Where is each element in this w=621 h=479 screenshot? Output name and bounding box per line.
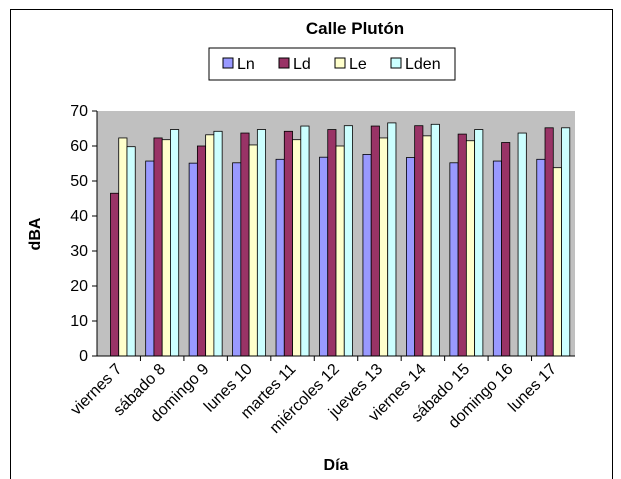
bar-ld-5 <box>327 129 337 357</box>
bar-ld-0 <box>110 192 120 357</box>
y-ticks: 0 10 20 30 40 50 60 70 <box>70 103 97 365</box>
bar-le-5 <box>335 145 345 357</box>
y-tick-label: 10 <box>70 313 88 330</box>
bar-lden-6 <box>387 122 397 357</box>
bar-ld-6 <box>370 125 380 357</box>
legend-swatch-ln <box>222 57 234 69</box>
bar-ln-4 <box>275 158 285 357</box>
bar-ld-9 <box>501 142 511 357</box>
bar-lden-3 <box>256 129 267 357</box>
bar-le-4 <box>292 139 302 357</box>
bar-ln-7 <box>405 157 416 357</box>
legend-swatch-lden <box>390 57 402 69</box>
bar-ln-3 <box>232 162 242 357</box>
y-axis-title: dBA <box>27 217 44 250</box>
bar-ln-9 <box>492 160 502 357</box>
y-tick-label: 50 <box>70 173 88 190</box>
legend-swatch-ld <box>278 57 290 69</box>
bar-ln-6 <box>362 153 372 357</box>
bar-le-3 <box>248 144 258 357</box>
y-tick-label: 30 <box>70 243 88 260</box>
bar-ld-1 <box>153 137 163 357</box>
bar-ld-3 <box>240 132 250 357</box>
y-tick-label: 0 <box>79 348 88 365</box>
legend-label-ld: Ld <box>293 56 311 73</box>
legend-label-le: Le <box>349 56 367 73</box>
bar-lden-0 <box>126 146 136 357</box>
x-axis-title: Día <box>324 457 349 474</box>
x-tick-label: lunes 17 <box>505 361 560 416</box>
bar-ld-10 <box>544 127 554 357</box>
bar-lden-9 <box>517 132 527 357</box>
bar-lden-10 <box>561 127 571 357</box>
legend-label-lden: Lden <box>405 56 441 73</box>
y-tick-label: 70 <box>70 103 88 120</box>
y-tick-label: 40 <box>70 208 88 225</box>
y-tick-label: 60 <box>70 138 88 155</box>
legend: Ln Ld Le Lden <box>208 47 456 81</box>
bar-ld-4 <box>283 130 293 357</box>
bar-le-8 <box>465 140 476 357</box>
bar-ld-8 <box>457 133 467 357</box>
y-tick-label: 20 <box>70 278 88 295</box>
bar-ln-5 <box>319 156 329 357</box>
bar-lden-4 <box>300 125 310 357</box>
bar-ln-2 <box>188 162 198 357</box>
bar-ln-10 <box>536 158 546 357</box>
bar-lden-7 <box>430 123 440 357</box>
bar-lden-1 <box>170 129 180 357</box>
bar-ln-1 <box>145 160 155 357</box>
bar-ld-2 <box>196 145 207 357</box>
legend-label-ln: Ln <box>237 56 255 73</box>
bar-le-6 <box>379 137 389 357</box>
bar-lden-5 <box>343 125 353 357</box>
bar-ld-7 <box>414 125 424 357</box>
chart-title: Calle Plutón <box>306 19 404 38</box>
bar-le-10 <box>552 167 562 357</box>
bar-le-2 <box>205 134 215 357</box>
bar-lden-2 <box>213 130 223 357</box>
bar-lden-8 <box>474 129 484 357</box>
legend-swatch-le <box>334 57 346 69</box>
bar-le-0 <box>118 137 128 357</box>
bar-le-7 <box>422 135 432 357</box>
bar-ln-8 <box>449 162 459 357</box>
bar-le-1 <box>161 139 171 357</box>
legend-box <box>208 47 456 81</box>
